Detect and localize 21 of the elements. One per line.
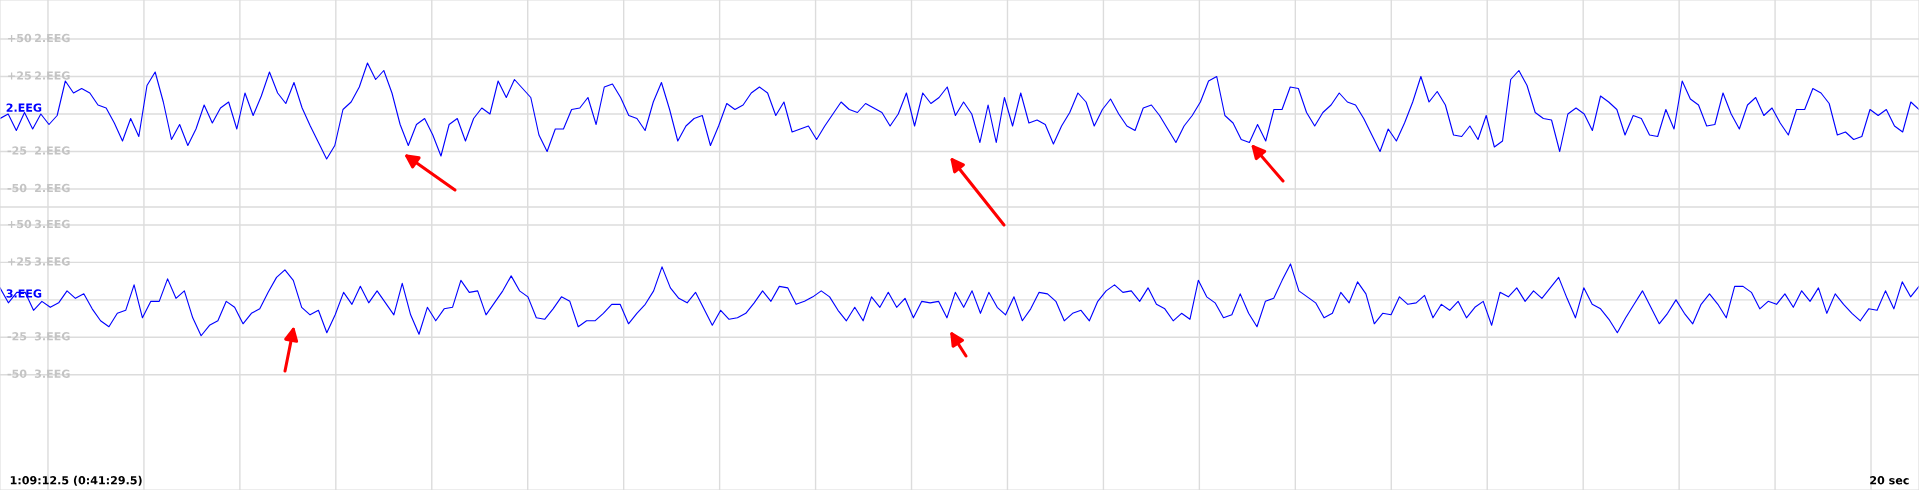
y-tick-label: -50 [7,369,27,378]
y-tick-label: -50 [7,183,27,193]
annotation: 20 sec [1870,476,1909,485]
text: 3.EEG [34,257,70,266]
y-tick-label: -25 [7,146,27,155]
text: 3.EEG [34,332,70,341]
text: 3.EEG [34,369,70,378]
y-tick-label: +25 [8,71,31,80]
y-tick-label: +25 [8,257,31,266]
y-tick-label: +50 [8,219,32,229]
text: 2.EEG [35,33,70,43]
text: 3.EEG [34,219,70,229]
y-tick-label: +50 [8,33,32,43]
text: 2.EEG [35,183,70,193]
series-label: 2.EEG [6,103,42,112]
y-tick-label: -25 [7,332,27,341]
annotation: 1:09:12.5 (0:41:29.5) [10,475,142,486]
line-series [0,62,1919,160]
series-label: 3.EEG [6,289,42,298]
text: 2.EEG [35,71,70,80]
text: 2.EEG [35,146,70,155]
